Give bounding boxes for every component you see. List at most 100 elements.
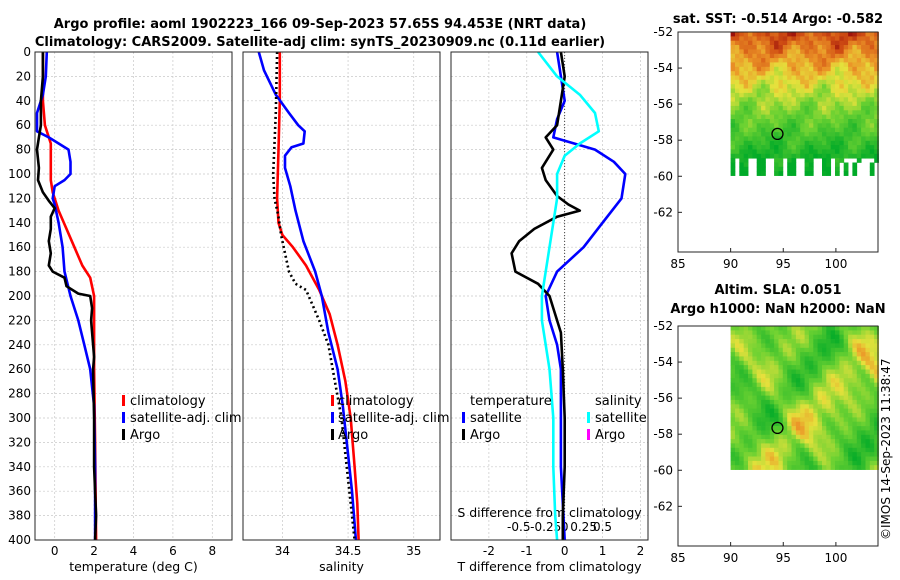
map-cell	[752, 430, 758, 436]
map-cell	[752, 71, 758, 76]
map-cell	[843, 399, 849, 405]
map-cell	[739, 356, 745, 362]
figure-title-line2: Climatology: CARS2009. Satellite-adj cli…	[35, 35, 605, 50]
map-cell	[782, 145, 788, 150]
map-cell	[730, 413, 736, 418]
map-cell	[787, 399, 792, 405]
map-cell	[743, 49, 749, 55]
map-cell	[761, 339, 766, 344]
map-cell	[769, 465, 775, 470]
map-cell	[856, 386, 862, 392]
map-cell	[861, 356, 866, 362]
map-cell	[865, 456, 871, 462]
map-cell	[739, 40, 745, 46]
map-cell	[765, 45, 771, 50]
map-cell	[795, 447, 801, 453]
map-cell	[874, 404, 879, 410]
map-cell	[848, 123, 853, 129]
map-cell	[778, 162, 784, 168]
map-cell	[787, 434, 792, 440]
map-cell	[869, 114, 875, 120]
map-cell	[778, 110, 784, 116]
map-cell	[826, 92, 832, 98]
map-cell	[769, 127, 775, 133]
map-cell	[756, 391, 762, 397]
map-cell	[782, 439, 788, 444]
map-x-tick-label: 95	[776, 551, 791, 565]
map-cell	[869, 66, 875, 72]
map-cell	[826, 127, 832, 133]
map-cell	[830, 421, 836, 427]
map-cell	[830, 373, 836, 379]
map-cell	[869, 391, 875, 397]
map-cell	[848, 369, 853, 375]
map-cell	[730, 105, 736, 111]
map-cell	[865, 32, 871, 37]
map-cell	[765, 395, 771, 401]
map-cell	[852, 119, 858, 124]
map-cell	[856, 71, 862, 76]
map-cell	[739, 417, 745, 423]
map-cell	[822, 171, 827, 176]
map-cell	[856, 417, 862, 423]
map-cell	[774, 413, 779, 418]
map-cell	[861, 119, 866, 124]
map-cell	[769, 343, 775, 349]
map-cell	[835, 105, 840, 111]
map-cell	[826, 465, 832, 470]
legend-label-argo: Argo	[130, 428, 160, 443]
map-cell	[843, 49, 849, 55]
map-cell	[765, 439, 771, 444]
map-cell	[765, 334, 771, 340]
map-cell	[787, 386, 792, 392]
map-cell	[804, 408, 810, 414]
map-cell	[808, 447, 814, 453]
map-cell	[756, 395, 762, 401]
map-cell	[865, 391, 871, 397]
map-cell	[765, 330, 771, 336]
map-cell	[874, 36, 879, 42]
map-cell	[752, 404, 758, 410]
map-cell	[730, 356, 736, 362]
map-cell	[848, 356, 853, 362]
map-x-tick-label: 90	[723, 551, 738, 565]
x-tick-label: 0	[51, 544, 59, 558]
map-cell	[830, 417, 836, 423]
map-cell	[865, 395, 871, 401]
map-cell	[748, 92, 753, 98]
map-cell	[730, 71, 736, 76]
map-y-tick-label: -60	[653, 463, 673, 477]
map-cell	[830, 369, 836, 375]
map-cell	[774, 53, 779, 59]
map-cell	[761, 58, 766, 63]
map-cell	[787, 421, 792, 427]
map-cell	[813, 105, 819, 111]
map-cell	[874, 421, 879, 427]
map-cell	[795, 153, 801, 159]
map-cell	[839, 110, 845, 116]
map-cell	[813, 399, 819, 405]
map-cell	[787, 408, 792, 414]
map-cell	[826, 171, 832, 176]
map-cell	[839, 417, 845, 423]
map-cell	[778, 352, 784, 357]
map-cell	[856, 84, 862, 89]
map-cell	[778, 119, 784, 124]
map-cell	[861, 334, 866, 340]
sst-map: 85 90 95 100-52-54-56-58-60-62	[653, 25, 879, 271]
map-cell	[800, 404, 805, 410]
map-cell	[756, 399, 762, 405]
map-cell	[822, 395, 827, 401]
map-cell	[769, 62, 775, 68]
map-cell	[752, 343, 758, 349]
map-cell	[761, 101, 766, 107]
map-cell	[822, 330, 827, 336]
map-cell	[822, 49, 827, 55]
y-tick-label: 60	[16, 118, 31, 132]
map-cell	[743, 352, 749, 357]
map-cell	[835, 399, 840, 405]
map-cell	[739, 426, 745, 431]
map-cell	[804, 373, 810, 379]
map-cell	[782, 421, 788, 427]
map-cell	[752, 439, 758, 444]
